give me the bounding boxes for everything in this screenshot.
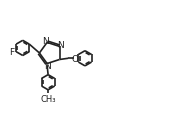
Text: N: N — [44, 61, 50, 70]
Text: CH₃: CH₃ — [40, 94, 56, 103]
Text: N: N — [57, 41, 64, 50]
Text: F: F — [9, 48, 15, 57]
Text: O: O — [72, 54, 79, 63]
Text: N: N — [42, 37, 49, 46]
